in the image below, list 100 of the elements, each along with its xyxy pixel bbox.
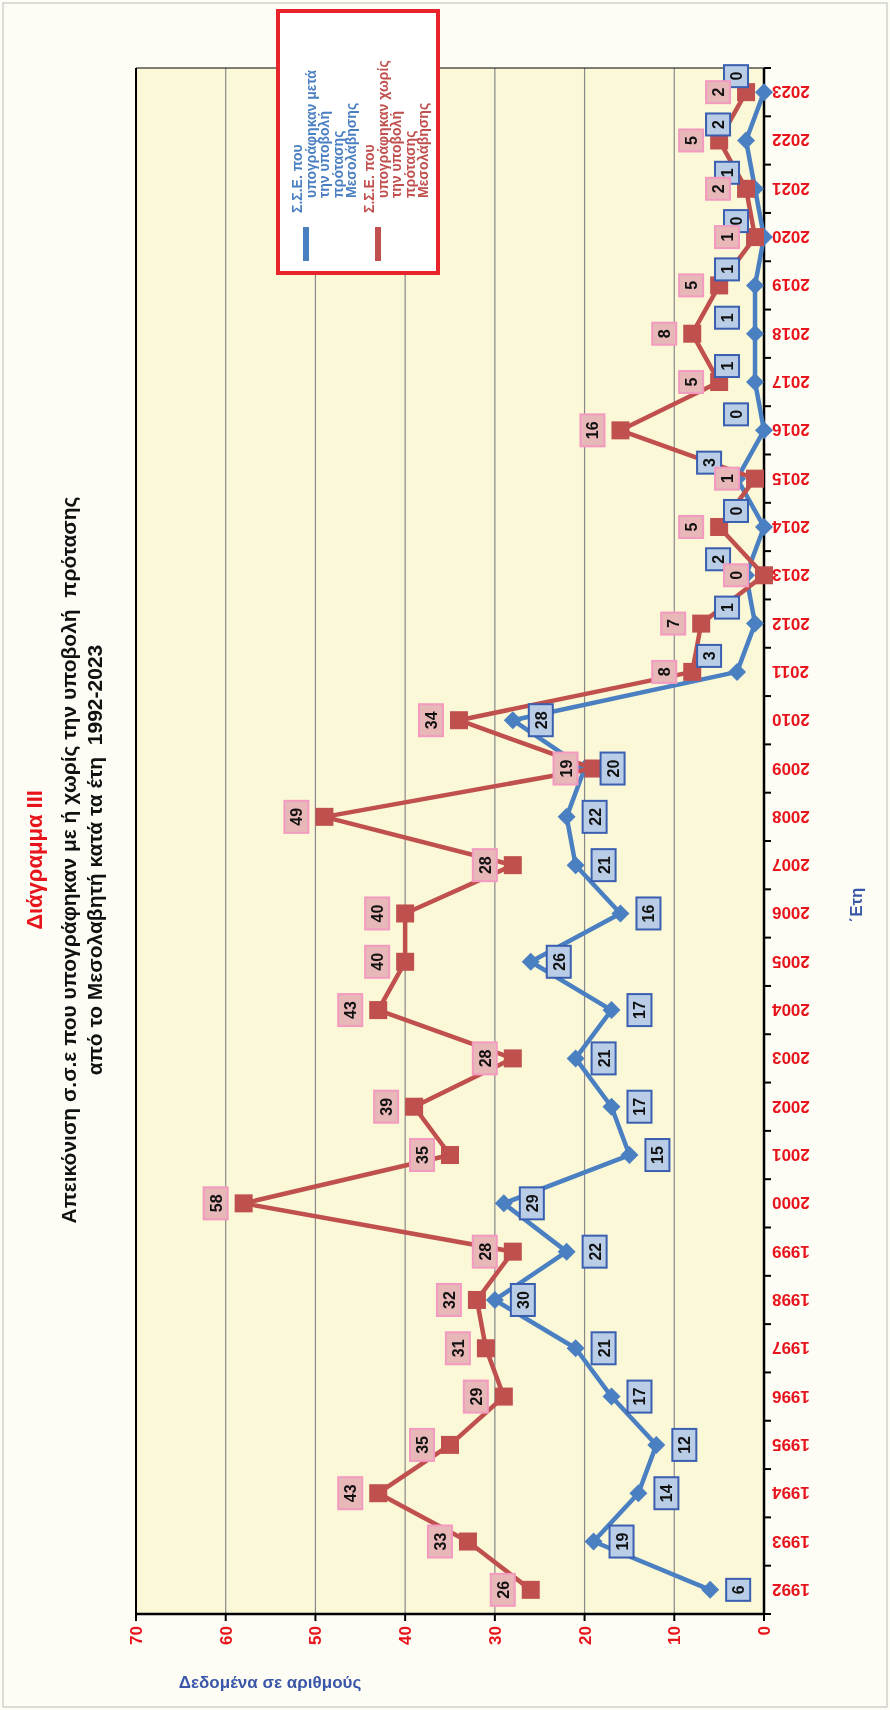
y-tick-label: 2016 xyxy=(772,420,810,440)
point xyxy=(441,1435,459,1454)
data-label: 2 xyxy=(710,87,728,97)
point xyxy=(503,1242,522,1261)
y-tick-label: 2018 xyxy=(772,323,810,343)
point xyxy=(467,1290,486,1309)
point xyxy=(458,1532,477,1551)
x-tick-label: 70 xyxy=(127,1626,146,1645)
x-tick-label: 30 xyxy=(485,1626,505,1645)
data-label: 31 xyxy=(449,1339,467,1358)
data-label: 3 xyxy=(701,458,719,468)
data-label: 5 xyxy=(683,377,701,387)
data-label: 14 xyxy=(658,1484,676,1503)
data-label: 1 xyxy=(719,264,737,274)
data-label: 8 xyxy=(656,329,674,339)
point xyxy=(629,1484,648,1503)
data-label: 32 xyxy=(440,1290,458,1309)
point xyxy=(557,807,576,826)
data-label: 29 xyxy=(467,1387,485,1406)
point xyxy=(396,952,415,971)
point xyxy=(647,1435,666,1454)
point xyxy=(746,373,765,392)
y-tick-label: 2002 xyxy=(772,1096,810,1116)
x-tick-label: 10 xyxy=(665,1626,685,1645)
point xyxy=(566,1339,585,1358)
y-tick-label: 2022 xyxy=(772,130,810,150)
y-tick-label: 2001 xyxy=(772,1145,810,1165)
y-tick-label: 1998 xyxy=(772,1289,810,1309)
y-tick-label: 2019 xyxy=(772,275,810,295)
data-label: 28 xyxy=(476,1049,494,1068)
point xyxy=(683,324,702,343)
point xyxy=(566,856,585,875)
data-label: 49 xyxy=(288,807,306,826)
point xyxy=(746,614,765,633)
point xyxy=(485,1290,504,1309)
point xyxy=(746,276,765,295)
point xyxy=(602,1001,621,1020)
point xyxy=(602,1387,621,1406)
point xyxy=(755,566,773,585)
data-label: 33 xyxy=(431,1532,449,1551)
data-label: 5 xyxy=(683,522,701,532)
text: Σ.Σ.Ε. που υπογράφηκαν χωρίς την υποβολή πρότασης Μεσολάβησης xyxy=(361,60,431,213)
data-label: 35 xyxy=(414,1146,431,1164)
data-label: 21 xyxy=(595,856,613,875)
y-tick-label: 2000 xyxy=(772,1193,810,1213)
data-label: 21 xyxy=(595,1339,613,1358)
text: Σ.Σ.Ε. που υπογράφηκαν μετά την υποβολή πρότασης Μεσολάβησης xyxy=(289,69,359,213)
data-label: 29 xyxy=(523,1194,541,1213)
y-tick-label: 2008 xyxy=(772,806,810,826)
point xyxy=(315,807,334,826)
point xyxy=(405,1097,424,1116)
data-label: 5 xyxy=(683,135,701,145)
data-label: 0 xyxy=(728,216,745,226)
data-label: 35 xyxy=(414,1435,431,1454)
data-label: 3 xyxy=(701,651,719,661)
data-label: 34 xyxy=(422,711,440,730)
point xyxy=(701,1580,720,1599)
point xyxy=(602,1097,621,1116)
y-tick-label: 2003 xyxy=(772,1048,810,1068)
y-tick-label: 1995 xyxy=(772,1434,810,1454)
y-tick-label: 2015 xyxy=(772,468,810,488)
x-tick-label: 50 xyxy=(306,1626,326,1645)
point xyxy=(611,904,630,923)
x-tick-label: 60 xyxy=(216,1626,236,1645)
y-tick-label: 2006 xyxy=(772,903,810,923)
data-label: 43 xyxy=(342,1001,360,1019)
y-tick-label: 2011 xyxy=(772,661,809,681)
data-label: 5 xyxy=(683,280,701,290)
point xyxy=(566,1049,585,1068)
y-tick-label: 2005 xyxy=(772,951,810,971)
x-axis-title: Δεδομένα σε αριθμούς xyxy=(178,1673,362,1692)
point xyxy=(611,421,630,440)
y-tick-label: 1997 xyxy=(772,1338,810,1358)
point xyxy=(710,517,729,536)
point xyxy=(755,83,773,102)
point xyxy=(755,517,773,536)
y-tick-label: 1992 xyxy=(772,1579,810,1599)
data-label: 28 xyxy=(476,856,494,875)
point xyxy=(584,1532,603,1551)
data-label: 28 xyxy=(532,711,550,730)
point xyxy=(746,469,765,488)
data-label: 1 xyxy=(719,232,737,242)
x-tick-label: 40 xyxy=(396,1626,416,1645)
point xyxy=(746,228,765,247)
data-label: 40 xyxy=(369,904,387,923)
y-tick-label: 2020 xyxy=(772,227,810,247)
y-tick-label: 1994 xyxy=(771,1483,810,1503)
point xyxy=(737,131,756,150)
point xyxy=(728,662,747,681)
y-tick-label: 2010 xyxy=(772,710,810,730)
y-tick-label: 2012 xyxy=(772,613,810,633)
y-tick-label: 2021 xyxy=(772,178,810,198)
data-label: 0 xyxy=(728,570,745,580)
data-label: 1 xyxy=(719,313,737,323)
y-tick-label: 2023 xyxy=(772,82,810,102)
y-tick-label: 2004 xyxy=(771,1000,810,1020)
x-tick-label: 20 xyxy=(575,1626,595,1645)
point xyxy=(503,711,522,730)
y-tick-label: 2013 xyxy=(772,565,810,585)
point xyxy=(441,1146,459,1165)
